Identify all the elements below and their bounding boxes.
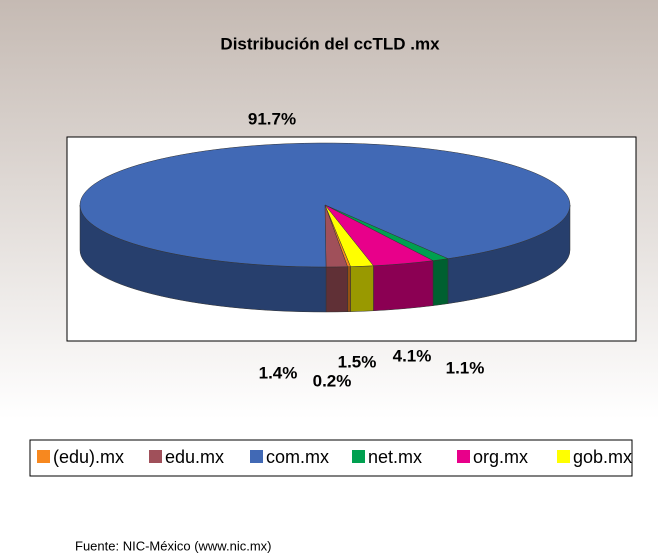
slice-side [350, 265, 374, 312]
slice-side [432, 258, 449, 306]
legend-label: gob.mx [573, 447, 632, 467]
legend-label: (edu).mx [53, 447, 124, 467]
source-note: Fuente: NIC-México (www.nic.mx) [75, 538, 271, 553]
slice-side [373, 260, 434, 312]
data-label: 1.1% [446, 358, 485, 377]
legend-swatch [557, 450, 570, 463]
slice [324, 204, 374, 267]
legend-swatch [352, 450, 365, 463]
legend-box [29, 439, 633, 477]
data-label: 1.4% [259, 363, 298, 382]
legend-label: edu.mx [165, 447, 224, 467]
data-label: 4.1% [393, 346, 432, 365]
legend-label: com.mx [266, 447, 329, 467]
legend-label: org.mx [473, 447, 528, 467]
data-label: 1.5% [338, 352, 377, 371]
chart-title: Distribución del ccTLD .mx [220, 34, 440, 53]
data-label: 0.2% [313, 371, 352, 390]
slice [79, 142, 571, 268]
data-label: 91.7% [248, 109, 296, 128]
legend-swatch [250, 450, 263, 463]
slice-side [325, 266, 348, 313]
legend-swatch [37, 450, 50, 463]
legend-swatch [149, 450, 162, 463]
legend-label: net.mx [368, 447, 422, 467]
legend-swatch [457, 450, 470, 463]
slice-side [347, 266, 351, 312]
